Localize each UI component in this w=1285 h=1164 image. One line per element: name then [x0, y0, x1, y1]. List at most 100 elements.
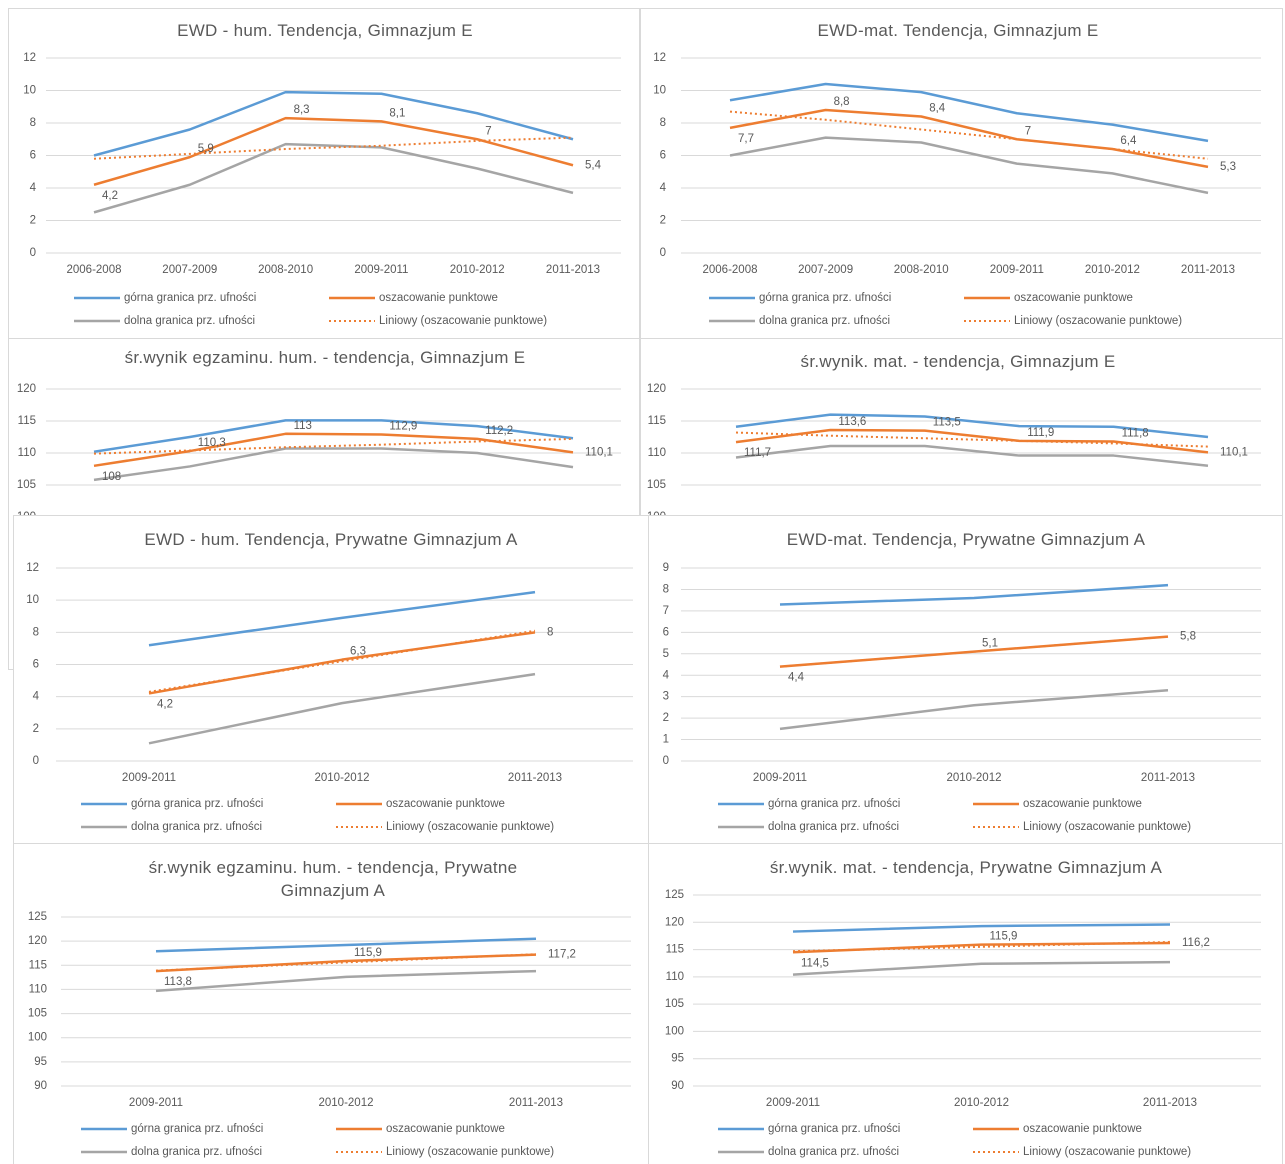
data-label: 5,1: [982, 638, 998, 650]
legend-label: oszacowanie punktowe: [1023, 1123, 1142, 1135]
series-line: [93, 90, 574, 157]
y-tick-label: 120: [647, 383, 666, 395]
chart-panel: 0 2 4 6 8 10 12 2009-2011 2010-2012 2011-2013 górn…: [13, 515, 649, 845]
legend-label: oszacowanie punktowe: [386, 798, 505, 810]
trend-line: [729, 110, 1209, 160]
chart-title: śr.wynik. mat. - tendencja, Gimnazjum E: [800, 352, 1116, 371]
x-tick-label: 2007-2009: [162, 264, 217, 276]
series-line: [792, 923, 1171, 933]
legend-label: górna granica prz. ufności: [124, 292, 256, 304]
data-label: 113,6: [838, 416, 866, 428]
x-tick-label: 2010-2012: [319, 1097, 374, 1109]
y-tick-label: 0: [33, 755, 39, 767]
legend-label: górna granica prz. ufności: [131, 798, 263, 810]
series-line: [735, 428, 1209, 454]
legend-label: Liniowy (oszacowanie punktowe): [386, 821, 554, 833]
y-tick-label: 95: [671, 1053, 684, 1065]
data-label: 4,2: [157, 698, 173, 710]
y-tick-label: 115: [18, 415, 36, 427]
y-tick-label: 4: [663, 669, 670, 681]
y-tick-label: 6: [660, 150, 666, 162]
y-tick-label: 6: [663, 626, 669, 638]
chart-title: EWD - hum. Tendencja, Prywatne Gimnazjum…: [144, 530, 518, 549]
data-label: 110,1: [585, 446, 613, 458]
y-tick-label: 8: [660, 117, 666, 129]
y-tick-label: 6: [30, 150, 36, 162]
series-line: [779, 583, 1169, 606]
data-label: 108: [102, 471, 121, 483]
data-label: 8,4: [929, 103, 946, 115]
series-line: [735, 413, 1209, 439]
data-label: 113,8: [164, 976, 192, 988]
series-line: [93, 142, 574, 214]
x-tick-label: 2007-2009: [798, 264, 853, 276]
y-tick-label: 7: [663, 605, 669, 617]
x-tick-label: 2009-2011: [766, 1097, 820, 1109]
legend-label: dolna granica prz. ufności: [759, 315, 890, 327]
data-label: 8: [547, 626, 553, 638]
legend-label: górna granica prz. ufności: [759, 292, 891, 304]
legend-label: oszacowanie punktowe: [386, 1123, 505, 1135]
chart: 0 1 2 3 4 5 6 7 8 9 2009-2011 2010-2012 2011-2013 gór…: [663, 562, 1261, 833]
data-label: 6,3: [350, 646, 366, 658]
y-tick-label: 12: [653, 52, 666, 64]
y-tick-label: 12: [26, 562, 39, 574]
y-tick-label: 110: [18, 447, 36, 459]
y-tick-label: 120: [665, 916, 684, 928]
data-label: 7: [485, 125, 491, 137]
data-label: 110,3: [198, 437, 226, 449]
x-tick-label: 2011-2013: [1181, 264, 1235, 276]
series-line: [735, 444, 1209, 468]
series-line: [729, 82, 1209, 143]
data-label: 7: [1025, 125, 1031, 137]
legend-label: dolna granica prz. ufności: [124, 315, 255, 327]
y-tick-label: 2: [33, 723, 39, 735]
y-tick-label: 95: [34, 1056, 47, 1068]
x-tick-label: 2010-2012: [947, 772, 1002, 784]
series-line: [155, 969, 537, 993]
y-tick-label: 105: [665, 998, 684, 1010]
chart: 0 2 4 6 8 10 12 2009-2011 2010-2012 2011-2013 górn…: [26, 562, 633, 833]
legend-label: górna granica prz. ufności: [768, 1123, 900, 1135]
x-tick-label: 2011-2013: [1141, 772, 1195, 784]
chart: 0 2 4 6 8 10 12 2006-2008 2007-2009 2008-2010 2009…: [23, 52, 621, 327]
y-tick-label: 6: [33, 659, 39, 671]
y-tick-label: 120: [28, 935, 47, 947]
data-label: 112,9: [389, 420, 417, 432]
series-line: [148, 590, 536, 647]
y-tick-label: 110: [666, 971, 684, 983]
y-tick-label: 8: [663, 583, 669, 595]
y-tick-label: 0: [663, 755, 669, 767]
series-line: [148, 631, 536, 695]
data-label: 8,1: [389, 107, 405, 119]
y-tick-label: 8: [30, 117, 36, 129]
y-tick-label: 115: [29, 959, 47, 971]
trend-line: [155, 953, 537, 972]
y-tick-label: 1: [663, 734, 669, 746]
x-tick-label: 2011-2013: [1143, 1097, 1197, 1109]
y-tick-label: 3: [663, 691, 669, 703]
y-tick-label: 115: [648, 415, 666, 427]
data-label: 5,9: [198, 143, 214, 155]
series-line: [779, 635, 1169, 668]
legend-label: Liniowy (oszacowanie punktowe): [1023, 1146, 1191, 1158]
y-tick-label: 4: [30, 182, 37, 194]
y-tick-label: 2: [663, 712, 669, 724]
y-tick-label: 4: [660, 182, 667, 194]
data-label: 5,8: [1180, 631, 1196, 643]
x-tick-label: 2010-2012: [315, 772, 370, 784]
series-line: [155, 937, 537, 953]
data-label: 117,2: [548, 949, 576, 961]
y-tick-label: 10: [26, 594, 39, 606]
chart-panel: 0 2 4 6 8 10 12 2006-2008 2007-2009 2008-2010 2009…: [8, 8, 640, 340]
y-tick-label: 125: [28, 911, 47, 923]
x-tick-label: 2006-2008: [703, 264, 758, 276]
series-line: [779, 688, 1169, 731]
y-tick-label: 0: [660, 247, 666, 259]
y-tick-label: 2: [660, 215, 666, 227]
y-tick-label: 105: [28, 1008, 47, 1020]
y-tick-label: 90: [34, 1080, 47, 1092]
x-tick-label: 2006-2008: [67, 264, 122, 276]
data-label: 111,8: [1122, 428, 1149, 440]
